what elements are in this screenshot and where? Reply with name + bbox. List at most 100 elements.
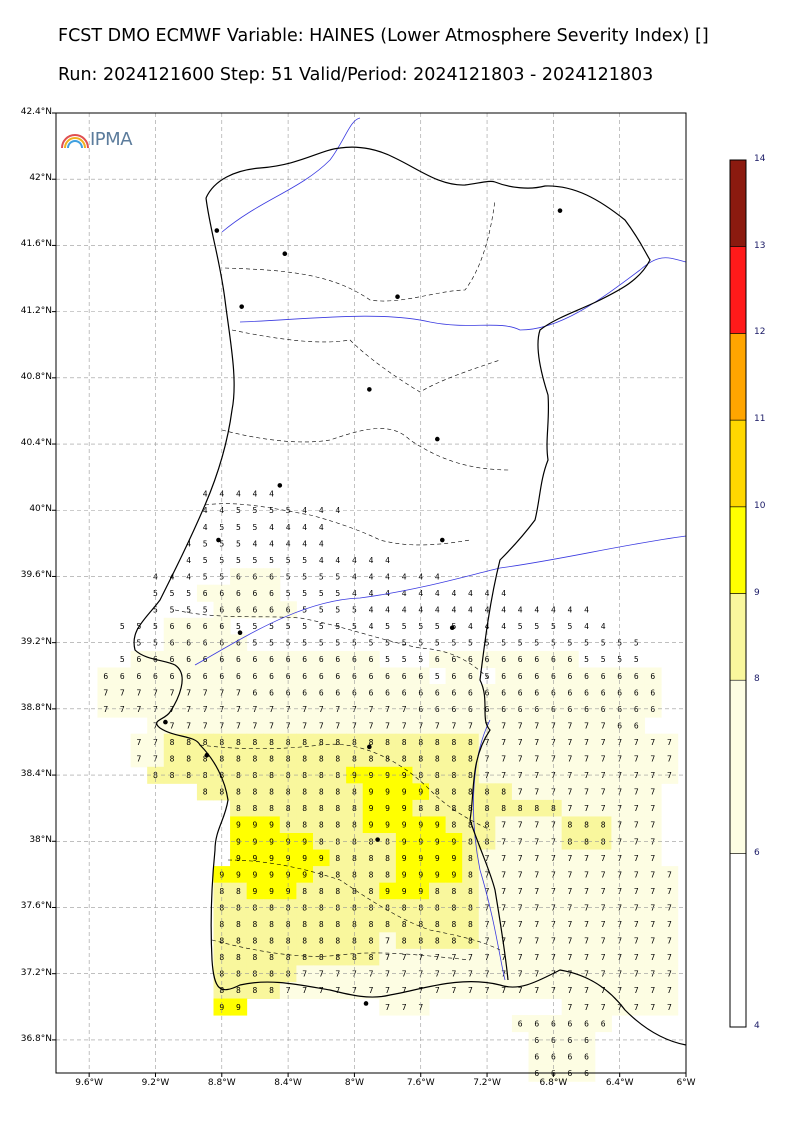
- cell-value: 7: [634, 854, 639, 863]
- heatmap-cell: [528, 733, 546, 751]
- cell-value: 7: [634, 870, 639, 879]
- cell-value: 4: [335, 556, 340, 565]
- cell-value: 9: [385, 771, 390, 780]
- heatmap-cell: [627, 965, 646, 983]
- cell-value: 6: [584, 688, 589, 697]
- heatmap-cell: [395, 866, 413, 884]
- cell-value: 8: [468, 804, 473, 813]
- cell-value: 8: [352, 920, 357, 929]
- cell-value: 6: [534, 1019, 539, 1028]
- cell-value: 8: [402, 937, 407, 946]
- cell-value: 5: [236, 622, 241, 631]
- cell-value: 7: [584, 1003, 589, 1012]
- heatmap-cell: [511, 882, 529, 900]
- cell-value: 7: [534, 887, 539, 896]
- cell-value: 5: [253, 523, 258, 532]
- heatmap-cell: [545, 1048, 563, 1066]
- heatmap-cell: [495, 684, 513, 702]
- cell-value: 5: [402, 622, 407, 631]
- cell-value: 7: [468, 721, 473, 730]
- cell-value: 8: [468, 837, 473, 846]
- cell-value: 6: [369, 672, 374, 681]
- heatmap-cell: [163, 733, 181, 751]
- cell-value: 8: [319, 788, 324, 797]
- heatmap-cell: [312, 948, 331, 966]
- cell-value: 8: [253, 755, 258, 764]
- cell-value: 8: [302, 788, 307, 797]
- cell-value: 4: [485, 589, 490, 598]
- cell-value: 5: [634, 655, 639, 664]
- heatmap-cell: [246, 849, 264, 867]
- heatmap-cell: [445, 932, 463, 950]
- cell-value: 7: [335, 970, 340, 979]
- heatmap-cell: [627, 667, 646, 685]
- cell-value: 8: [269, 755, 274, 764]
- heatmap-cell: [263, 833, 281, 851]
- cell-value: 6: [236, 639, 241, 648]
- cell-value: 8: [335, 755, 340, 764]
- heatmap-cell: [279, 866, 297, 884]
- cell-value: 8: [385, 755, 390, 764]
- heatmap-cell: [379, 915, 397, 933]
- cell-value: 5: [485, 639, 490, 648]
- heatmap-cell: [395, 915, 413, 933]
- heatmap-cell: [412, 948, 430, 966]
- heatmap-cell: [429, 799, 447, 817]
- cell-value: 6: [418, 688, 423, 697]
- heatmap-cell: [462, 684, 480, 702]
- cell-value: 5: [302, 622, 307, 631]
- cell-value: 8: [369, 837, 374, 846]
- cell-value: 7: [634, 837, 639, 846]
- cell-value: 9: [385, 804, 390, 813]
- cell-value: 7: [667, 755, 672, 764]
- cell-value: 7: [650, 1003, 655, 1012]
- heatmap-cell: [627, 783, 646, 801]
- heatmap-cell: [495, 766, 513, 784]
- heatmap-cell: [429, 750, 447, 768]
- cell-value: 7: [568, 887, 573, 896]
- heatmap-cell: [114, 684, 132, 702]
- colorbar-band: [729, 419, 747, 508]
- cell-value: 6: [617, 688, 622, 697]
- heatmap-cell: [163, 617, 181, 635]
- cell-value: 4: [335, 506, 340, 515]
- cell-value: 4: [584, 606, 589, 615]
- cell-value: 9: [369, 771, 374, 780]
- heatmap-cell: [362, 750, 380, 768]
- heatmap-cell: [578, 667, 596, 685]
- heatmap-cell: [627, 684, 646, 702]
- cell-value: 8: [203, 755, 208, 764]
- heatmap-cell: [561, 733, 579, 751]
- heatmap-cell: [462, 915, 480, 933]
- cell-value: 5: [269, 622, 274, 631]
- cell-value: 7: [534, 821, 539, 830]
- cell-value: 8: [335, 771, 340, 780]
- cell-value: 7: [551, 920, 556, 929]
- heatmap-cell: [445, 833, 463, 851]
- heatmap-cell: [627, 981, 646, 1000]
- heatmap-cell: [495, 700, 513, 718]
- cell-value: 7: [551, 771, 556, 780]
- cell-value: 7: [667, 937, 672, 946]
- colorbar-band: [729, 593, 747, 681]
- heatmap-cell: [196, 667, 214, 685]
- cell-value: 6: [319, 672, 324, 681]
- cell-value: 8: [286, 771, 291, 780]
- cell-value: 7: [634, 937, 639, 946]
- heatmap-cell: [362, 882, 380, 900]
- cell-value: 5: [236, 556, 241, 565]
- cell-value: 8: [319, 920, 324, 929]
- lat-tick-label: 42°N: [29, 173, 52, 184]
- cell-value: 6: [269, 688, 274, 697]
- cell-value: 5: [584, 655, 589, 664]
- cell-value: 5: [302, 606, 307, 615]
- cell-value: 8: [253, 738, 258, 747]
- heatmap-cell: [263, 766, 281, 784]
- cell-value: 8: [253, 804, 258, 813]
- heatmap-cell: [329, 650, 347, 668]
- cell-value: 8: [319, 738, 324, 747]
- heatmap-cell: [578, 998, 596, 1016]
- cell-value: 8: [236, 804, 241, 813]
- cell-value: 6: [352, 688, 357, 697]
- cell-value: 8: [485, 821, 490, 830]
